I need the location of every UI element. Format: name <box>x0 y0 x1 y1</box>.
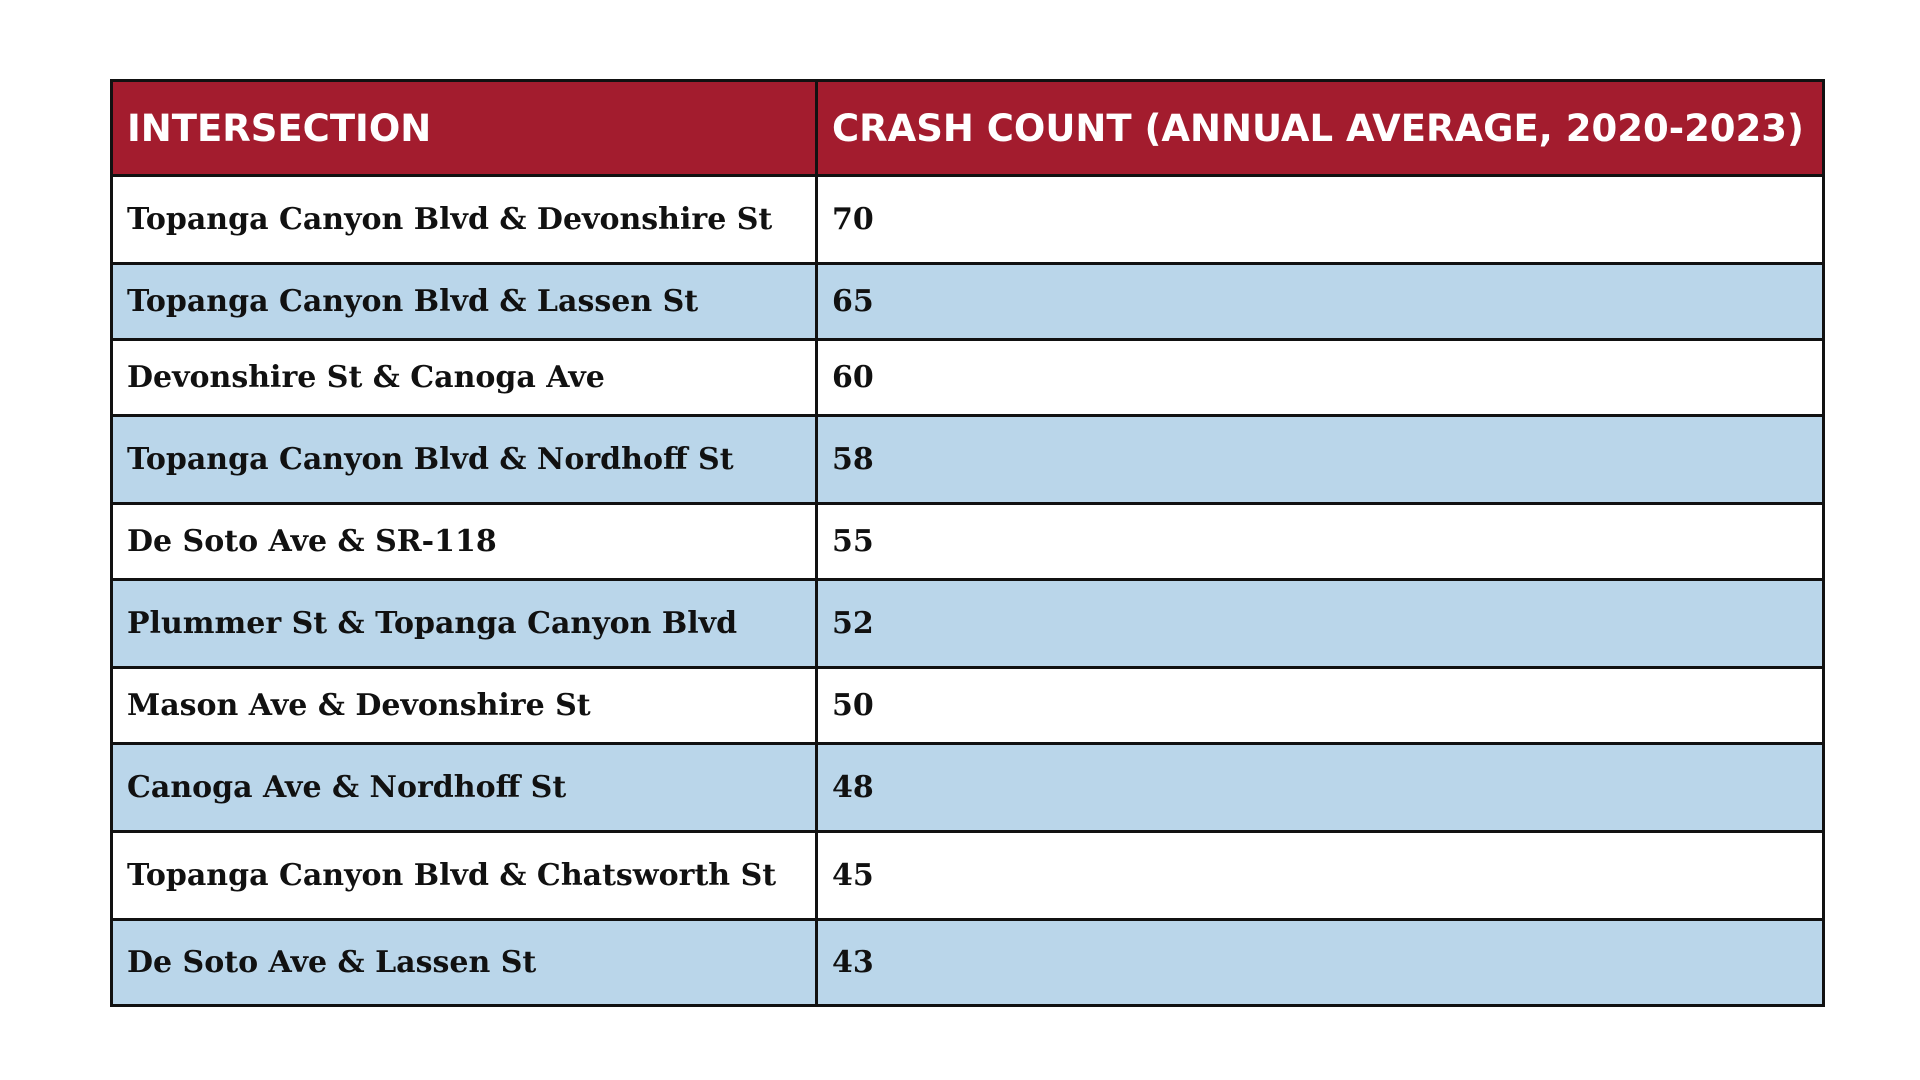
table-row: Topanga Canyon Blvd & Devonshire St 70 <box>110 174 1825 265</box>
intersection-cell: Topanga Canyon Blvd & Nordhoff St <box>110 414 818 505</box>
crash-count-cell: 48 <box>815 742 1825 833</box>
crash-count-cell: 65 <box>815 262 1825 341</box>
intersection-cell: Devonshire St & Canoga Ave <box>110 338 818 417</box>
table-row: Topanga Canyon Blvd & Nordhoff St 58 <box>110 414 1825 505</box>
intersection-cell: Canoga Ave & Nordhoff St <box>110 742 818 833</box>
intersection-cell: Mason Ave & Devonshire St <box>110 666 818 745</box>
intersection-cell: Plummer St & Topanga Canyon Blvd <box>110 578 818 669</box>
crash-count-cell: 55 <box>815 502 1825 581</box>
table-row: Canoga Ave & Nordhoff St 48 <box>110 742 1825 833</box>
intersection-cell: De Soto Ave & Lassen St <box>110 918 818 1007</box>
table-row: Topanga Canyon Blvd & Lassen St 65 <box>110 262 1825 341</box>
crash-count-cell: 60 <box>815 338 1825 417</box>
table-row: Mason Ave & Devonshire St 50 <box>110 666 1825 745</box>
table-row: Topanga Canyon Blvd & Chatsworth St 45 <box>110 830 1825 921</box>
table-row: Plummer St & Topanga Canyon Blvd 52 <box>110 578 1825 669</box>
crash-count-cell: 58 <box>815 414 1825 505</box>
header-intersection: INTERSECTION <box>110 79 818 177</box>
table-row: De Soto Ave & Lassen St 43 <box>110 918 1825 1007</box>
table-row: De Soto Ave & SR-118 55 <box>110 502 1825 581</box>
crash-count-cell: 45 <box>815 830 1825 921</box>
intersection-cell: De Soto Ave & SR-118 <box>110 502 818 581</box>
crash-count-cell: 50 <box>815 666 1825 745</box>
crash-count-cell: 52 <box>815 578 1825 669</box>
header-crash-count: CRASH COUNT (ANNUAL AVERAGE, 2020-2023) <box>815 79 1825 177</box>
intersection-cell: Topanga Canyon Blvd & Lassen St <box>110 262 818 341</box>
crash-count-cell: 70 <box>815 174 1825 265</box>
crash-count-cell: 43 <box>815 918 1825 1007</box>
table-row: Devonshire St & Canoga Ave 60 <box>110 338 1825 417</box>
table-header-row: INTERSECTION CRASH COUNT (ANNUAL AVERAGE… <box>110 79 1825 177</box>
intersection-cell: Topanga Canyon Blvd & Chatsworth St <box>110 830 818 921</box>
intersection-cell: Topanga Canyon Blvd & Devonshire St <box>110 174 818 265</box>
crash-count-table: INTERSECTION CRASH COUNT (ANNUAL AVERAGE… <box>110 79 1825 1007</box>
